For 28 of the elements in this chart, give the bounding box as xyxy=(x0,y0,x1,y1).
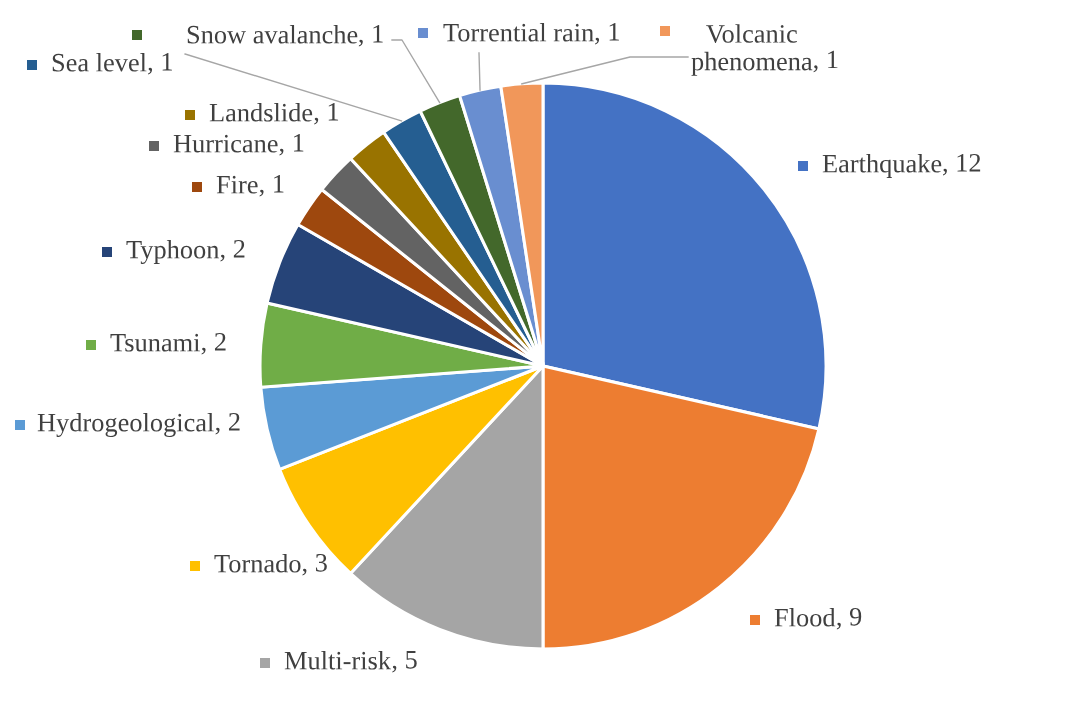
data-label: , 1 xyxy=(259,174,284,197)
data-label: , 2 xyxy=(220,239,245,262)
data-label: , 1 xyxy=(358,24,383,47)
data-label: , 1 xyxy=(314,102,339,125)
data-label: , 1 xyxy=(279,133,304,156)
data-label: , 2 xyxy=(201,332,226,355)
legend-label: Fire xyxy=(216,175,258,194)
data-label: , 2 xyxy=(215,412,240,435)
legend-label: Flood xyxy=(774,608,836,627)
data-label: , 1 xyxy=(148,52,172,75)
data-label: , 12 xyxy=(943,153,981,176)
legend-label: Hurricane xyxy=(173,134,278,153)
legend-label: Multi-risk xyxy=(284,651,392,670)
legend-label: Tornado xyxy=(214,554,301,573)
data-label: , 5 xyxy=(392,651,417,673)
legend-label: Earthquake xyxy=(822,154,942,178)
legend-label: Tsunami xyxy=(110,333,200,352)
legend-label: Typhoon xyxy=(126,240,220,264)
legend-label: Torrential rain xyxy=(443,23,594,42)
legend-label: Volcanic phenomena xyxy=(691,24,813,76)
legend-label: Sea level xyxy=(52,53,147,72)
legend-label: Hydrogeological xyxy=(37,413,214,437)
legend-label: Snow avalanche xyxy=(187,25,358,44)
data-label: , 9 xyxy=(836,607,862,630)
data-label: , 1 xyxy=(813,50,838,73)
data-label: , 3 xyxy=(302,553,327,576)
data-label: , 1 xyxy=(595,22,619,45)
legend-label: Landslide xyxy=(209,103,313,122)
